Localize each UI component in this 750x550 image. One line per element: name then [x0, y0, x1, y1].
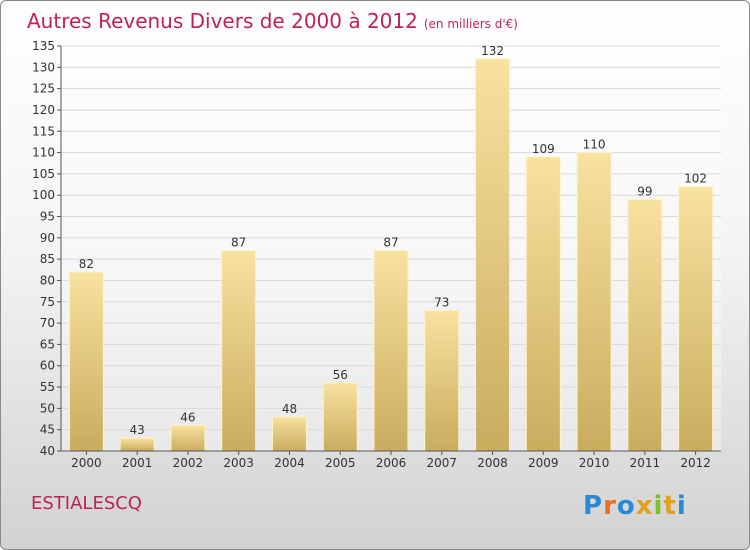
bar-value-label: 73 — [434, 295, 449, 309]
bar-value-label: 46 — [180, 410, 195, 424]
bar — [424, 309, 460, 452]
bar — [475, 58, 511, 452]
bar-value-label: 48 — [282, 402, 297, 416]
bar — [271, 416, 307, 452]
x-tick-label: 2001 — [122, 456, 153, 470]
y-tick-label: 80 — [40, 273, 55, 287]
place-name: ESTIALESCQ — [31, 493, 142, 514]
chart-unit: (en milliers d'€) — [423, 17, 518, 31]
x-tick-label: 2009 — [528, 456, 559, 470]
axes: 40 45 50 55 60 65 70 75 80 85 90 95 100 105 110 115 120 1… — [32, 39, 721, 470]
bar — [322, 382, 358, 452]
x-tick-label: 2012 — [680, 456, 711, 470]
proxiti-logo[interactable]: Proxiti — [583, 491, 687, 521]
x-tick-label: 2011 — [630, 456, 661, 470]
bar-value-label: 132 — [481, 44, 504, 58]
bar — [525, 156, 561, 452]
bar — [627, 198, 663, 452]
y-tick-label: 85 — [40, 252, 55, 266]
x-tick-label: 2003 — [223, 456, 254, 470]
bar-value-label: 43 — [130, 423, 145, 437]
y-tick-label: 50 — [40, 401, 55, 415]
bar-value-label: 56 — [333, 368, 348, 382]
bar — [68, 271, 104, 452]
y-tick-label: 110 — [32, 146, 55, 160]
bar — [119, 437, 155, 452]
y-tick-label: 135 — [32, 39, 55, 53]
x-tick-label: 2000 — [71, 456, 102, 470]
bar-value-label: 87 — [231, 236, 246, 250]
bar-value-label: 87 — [383, 236, 398, 250]
x-tick-label: 2007 — [426, 456, 457, 470]
y-tick-label: 115 — [32, 124, 55, 138]
bar-value-label: 109 — [532, 142, 555, 156]
x-tick-label: 2004 — [274, 456, 305, 470]
y-tick-label: 100 — [32, 188, 55, 202]
bar-value-label: 82 — [79, 257, 94, 271]
bar-value-label: 110 — [583, 138, 606, 152]
x-tick-label: 2006 — [376, 456, 407, 470]
y-tick-label: 45 — [40, 423, 55, 437]
x-tick-label: 2008 — [477, 456, 508, 470]
y-tick-label: 60 — [40, 359, 55, 373]
y-tick-label: 120 — [32, 103, 55, 117]
bar — [373, 250, 409, 452]
y-tick-label: 125 — [32, 82, 55, 96]
y-tick-label: 95 — [40, 210, 55, 224]
x-tick-label: 2005 — [325, 456, 356, 470]
bar-value-label: 99 — [637, 184, 652, 198]
bar-value-label: 102 — [684, 172, 707, 186]
x-tick-label: 2010 — [579, 456, 610, 470]
bar — [221, 250, 257, 452]
y-tick-label: 65 — [40, 337, 55, 351]
x-tick-label: 2002 — [173, 456, 204, 470]
y-tick-label: 75 — [40, 295, 55, 309]
chart-title-text: Autres Revenus Divers de 2000 à 2012 — [27, 9, 418, 33]
bar — [576, 152, 612, 452]
bar — [678, 186, 714, 452]
y-tick-label: 40 — [40, 444, 55, 458]
chart-title: Autres Revenus Divers de 2000 à 2012 (en … — [27, 9, 518, 33]
y-tick-label: 130 — [32, 60, 55, 74]
y-tick-label: 70 — [40, 316, 55, 330]
bar — [170, 424, 206, 452]
y-tick-label: 90 — [40, 231, 55, 245]
y-tick-label: 55 — [40, 380, 55, 394]
y-tick-label: 105 — [32, 167, 55, 181]
bars: 82 43 46 87 48 56 87 73 132 109 110 99 102 — [68, 44, 714, 452]
